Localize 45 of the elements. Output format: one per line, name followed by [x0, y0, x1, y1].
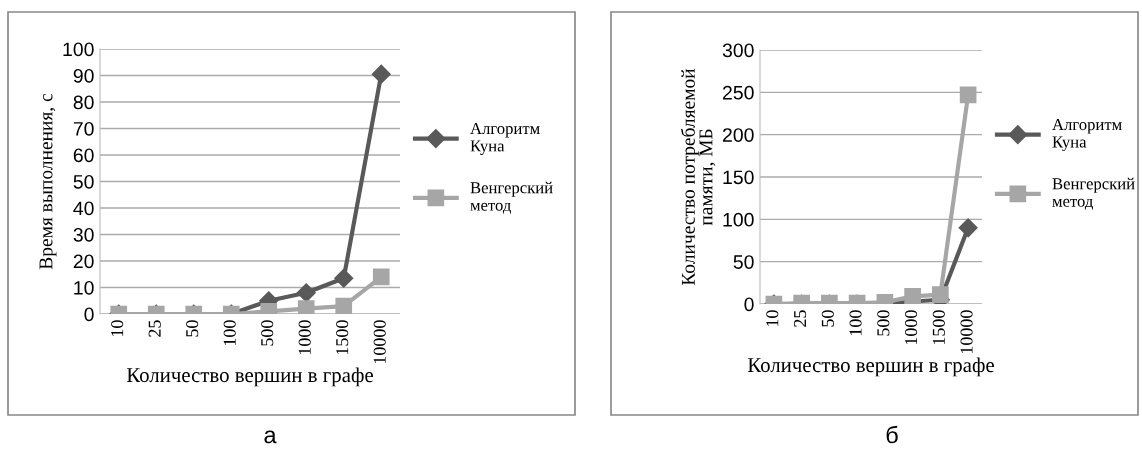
y-tick-label: 90	[73, 68, 94, 83]
x-axis-title: Количество вершин в графе	[126, 367, 373, 387]
x-tick-label: 25	[794, 310, 807, 327]
legend-label: Венгерский метод	[1052, 177, 1135, 210]
x-tick-label: 1500	[336, 320, 349, 355]
y-tick-label: 80	[73, 95, 94, 110]
y-tick-label: 100	[723, 212, 754, 227]
x-tick-label: 10000	[960, 310, 973, 354]
x-tick-label: 10	[111, 320, 124, 337]
x-tick-label: 1000	[298, 320, 311, 355]
x-tick-label: 10	[766, 310, 779, 327]
x-tick-label: 500	[261, 320, 274, 346]
y-tick-label: 0	[744, 297, 754, 312]
y-tick-label: 20	[73, 254, 94, 269]
y-tick-label: 150	[723, 170, 754, 185]
x-tick-label: 50	[821, 310, 834, 327]
x-tick-label: 100	[223, 320, 236, 346]
y-tick-label: 200	[722, 128, 754, 142]
y-tick-label: 50	[733, 255, 754, 269]
y-tick-label: 30	[73, 227, 94, 242]
x-axis-title: Количество вершин в графе	[747, 357, 994, 377]
legend-label: Венгерский метод	[470, 181, 553, 214]
y-tick-label: 50	[73, 174, 94, 189]
text: а	[264, 430, 277, 444]
y-tick-label: 70	[73, 121, 94, 136]
x-tick-label: 50	[186, 320, 199, 337]
x-tick-label: 100	[849, 310, 862, 336]
x-tick-label: 1500	[932, 310, 945, 345]
x-tick-label: 25	[148, 320, 161, 337]
y-axis-title: Количество потребляемой памяти, МБ	[680, 68, 716, 286]
y-tick-label: 0	[84, 307, 94, 322]
y-tick-label: 100	[63, 42, 94, 57]
legend-label: Алгоритм Куна	[470, 122, 540, 155]
y-axis-title: Время выполнения, с	[39, 93, 57, 270]
y-tick-label: 60	[73, 148, 94, 163]
y-tick-label: 250	[722, 85, 754, 100]
y-tick-label: 10	[74, 280, 94, 295]
point	[959, 86, 977, 104]
text: б	[886, 425, 898, 444]
y-tick-label: 40	[73, 201, 94, 216]
y-tick-label: 300	[722, 43, 754, 58]
x-tick-label: 1000	[904, 310, 918, 345]
x-tick-label: 500	[877, 310, 890, 336]
x-tick-label: 10000	[373, 320, 386, 364]
legend-label: Алгоритм Куна	[1052, 118, 1122, 151]
